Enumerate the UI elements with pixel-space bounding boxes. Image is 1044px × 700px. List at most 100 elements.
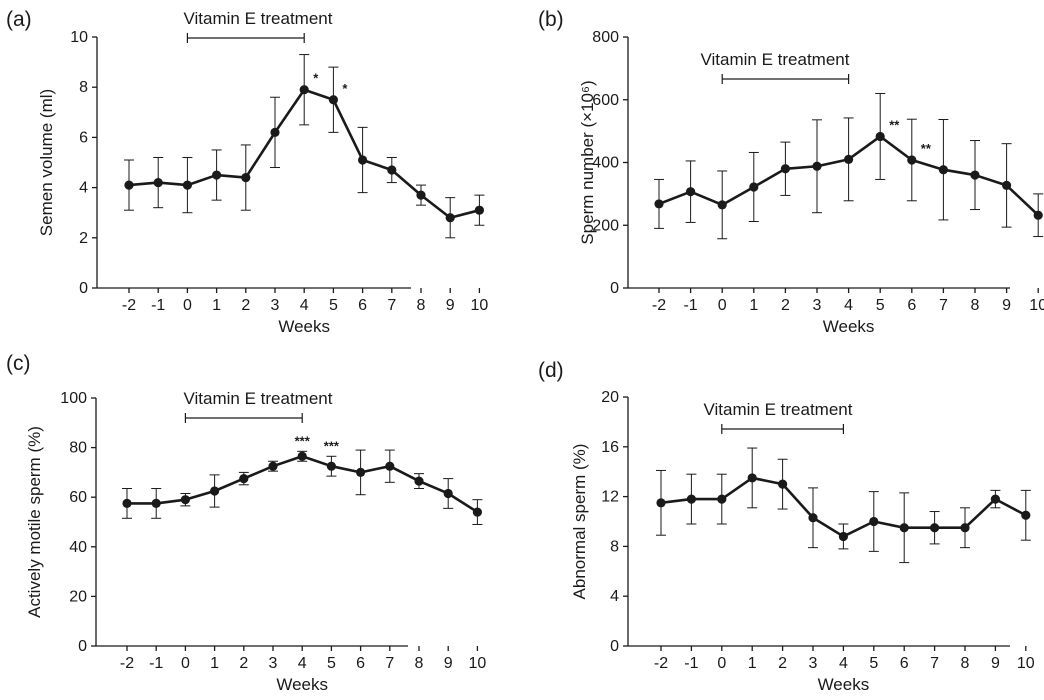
y-tick-label: 0 [78,638,87,655]
data-point [387,165,397,175]
y-tick-label: 80 [69,440,87,457]
x-tick-label: -1 [683,297,697,314]
x-tick-label: -2 [120,655,134,672]
x-tick-label: 8 [971,297,980,314]
y-axis-title: Abnormal sperm (%) [570,444,589,600]
data-point [474,205,484,215]
y-tick-label: 0 [79,280,88,297]
x-tick-label: 5 [329,297,338,314]
treatment-label: Vitamin E treatment [184,389,333,408]
data-point [747,473,757,483]
data-point [124,180,134,190]
x-tick-label: -1 [149,655,163,672]
y-tick-label: 20 [69,588,87,605]
y-tick-label: 800 [592,29,619,46]
y-tick-label: 600 [592,92,619,109]
x-tick-label: 1 [748,655,757,672]
data-point [297,451,307,461]
data-point [122,498,132,508]
data-point [990,494,1001,504]
y-tick-label: 0 [610,638,619,655]
data-point [180,495,190,505]
data-point [808,513,818,523]
y-tick-label: 4 [610,588,619,605]
x-tick-label: 2 [239,655,248,672]
y-tick-label: 8 [610,538,619,555]
x-tick-label: 9 [1002,297,1011,314]
data-point [654,199,664,209]
data-point [869,516,879,527]
data-point [717,200,727,210]
x-axis-title: Weeks [278,317,330,336]
data-point [416,190,426,200]
treatment-label: Vitamin E treatment [704,400,853,419]
panel-label: (d) [538,359,564,382]
treatment-label: Vitamin E treatment [701,50,850,69]
x-tick-label: 6 [900,655,909,672]
x-tick-label: 10 [469,655,487,672]
data-point [899,523,909,533]
data-point [445,213,455,223]
data-point [656,498,666,508]
data-point [960,523,970,533]
y-tick-label: 0 [610,280,619,297]
x-tick-label: 0 [183,297,192,314]
x-tick-label: -2 [122,297,136,314]
data-point [780,164,791,174]
y-tick-label: 40 [69,539,87,556]
x-tick-label: 6 [358,297,367,314]
data-point [686,187,696,197]
y-tick-label: 20 [601,389,619,406]
x-tick-label: 7 [385,655,394,672]
x-tick-label: 2 [781,297,790,314]
y-tick-label: 12 [601,489,619,506]
x-tick-label: 2 [778,655,787,672]
y-tick-label: 10 [70,29,88,46]
panel-b: (b) 0 200 400 600 800 -2 -1 0 1 2 3 4 5 6 7 8 9 10 Weeks Spe… [538,8,1044,336]
x-tick-label: 1 [749,297,758,314]
y-axis-title: Sperm number (×10⁶) [578,80,597,244]
data-point [1033,210,1043,220]
x-tick-label: 4 [839,655,848,672]
x-tick-label: -1 [151,297,165,314]
y-tick-label: 8 [79,79,88,96]
x-tick-label: 3 [271,297,280,314]
data-point [239,474,249,484]
data-point [326,461,336,471]
data-point [1002,180,1012,191]
data-point [299,85,309,95]
x-tick-label: 8 [961,655,970,672]
data-point [970,170,980,180]
x-tick-label: 5 [869,655,878,672]
x-tick-label: -1 [684,655,698,672]
significance-mark: ** [889,117,900,132]
x-tick-label: 4 [844,297,853,314]
x-tick-label: 7 [387,297,396,314]
x-tick-label: 8 [415,655,424,672]
x-tick-label: 1 [210,655,219,672]
data-point [1021,510,1031,520]
x-tick-label: 6 [356,655,365,672]
data-point [938,165,949,175]
x-tick-label: 4 [298,655,307,672]
data-point [212,170,222,180]
x-tick-label: 10 [1017,655,1035,672]
data-point [472,507,482,517]
data-point [153,177,163,188]
data-point [875,131,885,142]
x-tick-label: 3 [813,297,822,314]
data-point [182,180,192,190]
x-tick-label: 0 [718,297,727,314]
panel-c: (c) 0 20 40 60 80 100 -2 -1 0 1 2 3 4 5 6 7 8 9 10 Weeks Acti… [6,352,486,694]
x-tick-label: 8 [417,297,426,314]
data-point [358,155,368,165]
x-tick-label: 6 [907,297,916,314]
x-tick-label: 9 [444,655,453,672]
data-point [907,155,917,165]
y-tick-label: 6 [79,129,88,146]
x-tick-label: 3 [269,655,278,672]
data-point [443,488,453,499]
significance-mark: * [342,81,348,96]
y-tick-label: 60 [69,489,87,506]
